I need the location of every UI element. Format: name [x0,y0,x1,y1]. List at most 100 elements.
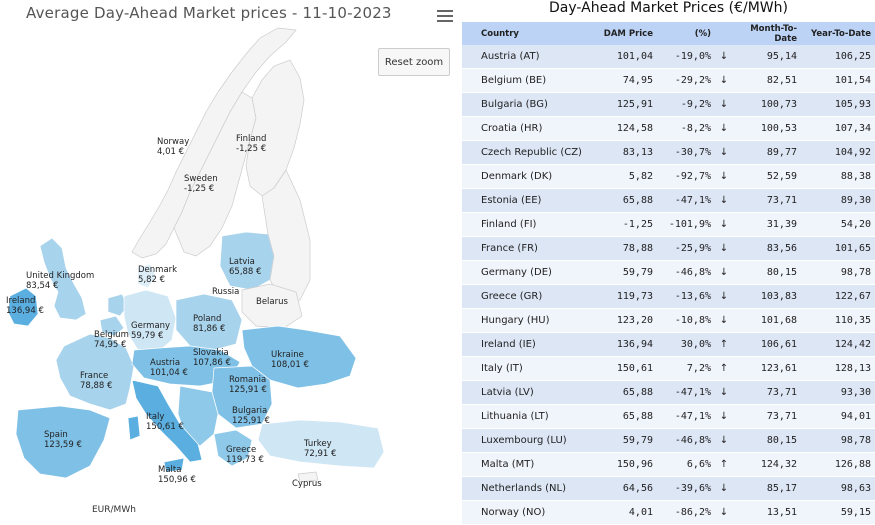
map-price-label: 65,88 € [229,267,261,277]
region-turkey[interactable] [257,419,385,469]
region-russia[interactable] [261,169,311,305]
map-country-label: Spain [44,430,68,440]
dam-price-cell: 123,20 [592,308,657,333]
table-row[interactable]: Hungary (HU) 123,20 -10,8% ↓ 101,68 110,35 [462,308,875,333]
map-price-label: 78,88 € [80,381,112,391]
region-denmark[interactable] [137,263,157,289]
table-row[interactable]: Bulgaria (BG) 125,91 -9,2% ↓ 100,73 105,93 [462,92,875,117]
map-price-label: 72,91 € [304,449,336,459]
month-to-date-cell: 124,32 [733,452,801,477]
year-to-date-cell: 106,25 [801,45,875,69]
col-dam-header[interactable]: DAM Price [592,22,657,45]
table-row[interactable]: Lithuania (LT) 65,88 -47,1% ↓ 73,71 94,01 [462,404,875,429]
month-to-date-cell: 73,71 [733,380,801,405]
month-to-date-cell: 83,56 [733,236,801,261]
region-belarus[interactable] [241,283,303,329]
map-country-label: Finland [236,134,266,144]
table-row[interactable]: Czech Republic (CZ) 83,13 -30,7% ↓ 89,77 104,… [462,140,875,165]
arrow-up-icon: ↑ [715,356,733,381]
col-ytd-header[interactable]: Year-To-Date [801,22,875,45]
dam-price-cell: 83,13 [592,140,657,165]
country-cell: Croatia (HR) [462,116,592,141]
year-to-date-cell: 124,42 [801,332,875,357]
month-to-date-cell: 85,17 [733,476,801,501]
table-row[interactable]: Netherlands (NL) 64,56 -39,6% ↓ 85,17 98,63 [462,476,875,501]
region-ireland[interactable] [7,287,39,327]
arrow-down-icon: ↓ [715,116,733,141]
month-to-date-cell: 101,68 [733,308,801,333]
pct-change-cell: -47,1% [657,404,715,429]
dam-price-cell: 65,88 [592,188,657,213]
table-row[interactable]: Estonia (EE) 65,88 -47,1% ↓ 73,71 89,30 [462,188,875,213]
region-sicily[interactable] [163,457,185,473]
col-pct-header[interactable]: (%) [657,22,715,45]
dam-price-cell: 59,79 [592,260,657,285]
dam-price-cell: 5,82 [592,164,657,189]
pct-change-cell: -30,7% [657,140,715,165]
table-row[interactable]: Ireland (IE) 136,94 30,0% ↑ 106,61 124,42 [462,332,875,357]
table-row[interactable]: Germany (DE) 59,79 -46,8% ↓ 80,15 98,78 [462,260,875,285]
dam-price-cell: 65,88 [592,380,657,405]
table-row[interactable]: Luxembourg (LU) 59,79 -46,8% ↓ 80,15 98,78 [462,428,875,453]
country-cell: Finland (FI) [462,212,592,237]
hamburger-menu-icon[interactable] [437,10,453,24]
arrow-down-icon: ↓ [715,476,733,501]
pct-change-cell: -101,9% [657,212,715,237]
month-to-date-cell: 106,61 [733,332,801,357]
table-row[interactable]: Italy (IT) 150,61 7,2% ↑ 123,61 128,13 [462,356,875,381]
region-ukraine[interactable] [241,325,357,389]
map-price-label: -1,25 € [236,144,266,154]
month-to-date-cell: 31,39 [733,212,801,237]
year-to-date-cell: 105,93 [801,92,875,117]
year-to-date-cell: 107,34 [801,116,875,141]
reset-zoom-button[interactable]: Reset zoom [378,48,450,76]
region-sardinia[interactable] [127,415,141,441]
col-mtd-header[interactable]: Month-To-Date [733,22,801,45]
table-body: Austria (AT) 101,04 -19,0% ↓ 95,14 106,25 Belg… [462,45,875,525]
year-to-date-cell: 101,54 [801,68,875,93]
table-row[interactable]: Denmark (DK) 5,82 -92,7% ↓ 52,59 88,38 [462,164,875,189]
map-price-label: 81,86 € [193,324,225,334]
table-row[interactable]: Norway (NO) 4,01 -86,2% ↓ 13,51 59,15 [462,500,875,525]
table-row[interactable]: Croatia (HR) 124,58 -8,2% ↓ 100,53 107,34 [462,116,875,141]
table-row[interactable]: Malta (MT) 150,96 6,6% ↑ 124,32 126,88 [462,452,875,477]
arrow-down-icon: ↓ [715,380,733,405]
region-france[interactable] [55,333,135,411]
table-row[interactable]: France (FR) 78,88 -25,9% ↓ 83,56 101,65 [462,236,875,261]
region-iberia[interactable] [15,405,111,479]
country-cell: Bulgaria (BG) [462,92,592,117]
map-country-label: Austria [150,358,180,368]
dam-price-cell: 64,56 [592,476,657,501]
region-italy[interactable] [131,379,203,463]
table-row[interactable]: Belgium (BE) 74,95 -29,2% ↓ 82,51 101,54 [462,68,875,93]
region-germany[interactable] [123,289,177,353]
dam-price-cell: 119,73 [592,284,657,309]
country-cell: Italy (IT) [462,356,592,381]
map-country-label-russia: Russia [212,287,239,297]
map-country-label: Latvia [229,257,255,267]
region-poland[interactable] [175,293,243,351]
month-to-date-cell: 103,83 [733,284,801,309]
region-finland[interactable] [245,59,305,197]
price-table: Country DAM Price (%) Month-To-Date Year… [462,22,875,525]
region-balkans[interactable] [177,385,219,447]
map-panel: Norway 4,01 € Finland -1,25 € Sweden -1,25 € U… [0,0,458,523]
table-title: Day-Ahead Market Prices (€/MWh) [549,0,788,16]
region-belgium[interactable] [99,315,125,337]
region-united-kingdom[interactable] [39,237,87,321]
country-cell: Latvia (LV) [462,380,592,405]
dam-price-cell: 74,95 [592,68,657,93]
table-row[interactable]: Austria (AT) 101,04 -19,0% ↓ 95,14 106,25 [462,45,875,69]
table-row[interactable]: Latvia (LV) 65,88 -47,1% ↓ 73,71 93,30 [462,380,875,405]
region-cyprus[interactable] [297,471,319,483]
year-to-date-cell: 94,01 [801,404,875,429]
col-country-header[interactable]: Country [462,22,592,45]
month-to-date-cell: 100,73 [733,92,801,117]
table-row[interactable]: Finland (FI) -1,25 -101,9% ↓ 31,39 54,20 [462,212,875,237]
year-to-date-cell: 93,30 [801,380,875,405]
map-price-label: -1,25 € [184,184,214,194]
region-greece[interactable] [213,429,253,467]
table-row[interactable]: Greece (GR) 119,73 -13,6% ↓ 103,83 122,67 [462,284,875,309]
month-to-date-cell: 73,71 [733,188,801,213]
